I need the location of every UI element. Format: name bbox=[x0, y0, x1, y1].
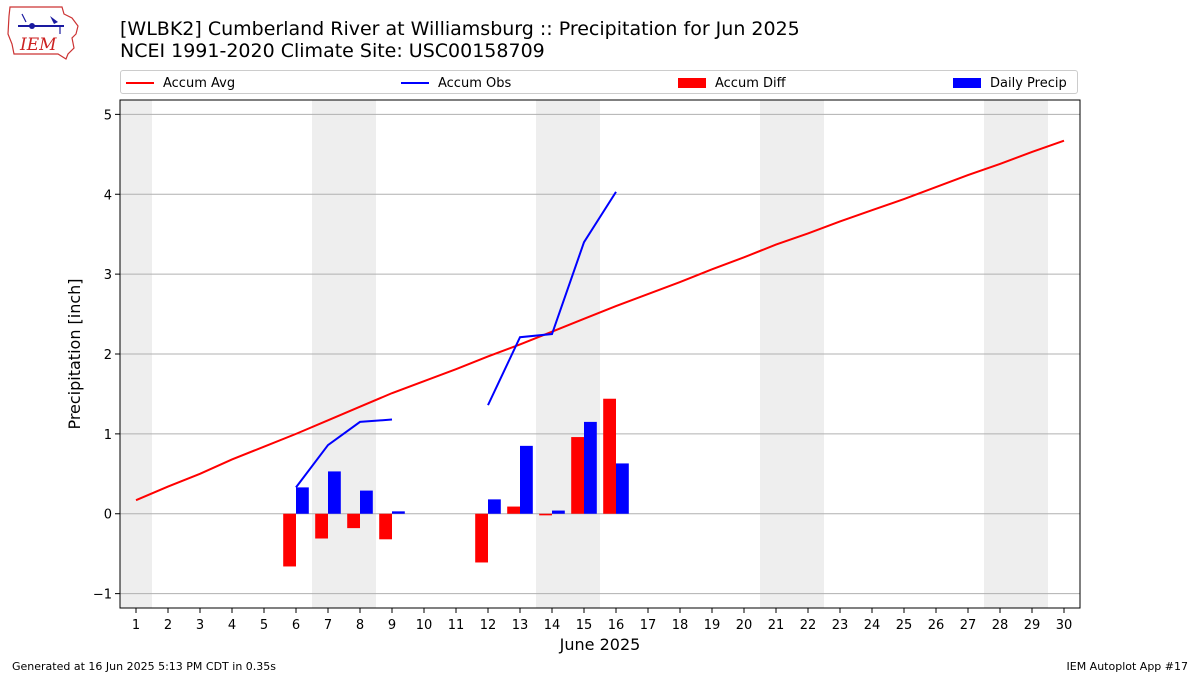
accum-obs-line bbox=[487, 191, 617, 406]
x-tick-label: 11 bbox=[448, 618, 465, 633]
x-tick-label: 25 bbox=[896, 618, 913, 633]
x-tick-label: 24 bbox=[864, 618, 881, 633]
legend-item-daily-precip: Daily Precip bbox=[953, 73, 1067, 93]
x-tick-label: 19 bbox=[704, 618, 721, 633]
footer-generated: Generated at 16 Jun 2025 5:13 PM CDT in … bbox=[12, 660, 277, 673]
daily-precip-bar bbox=[616, 463, 629, 514]
daily-precip-bar bbox=[488, 499, 501, 514]
daily-precip-bar bbox=[328, 471, 341, 514]
x-tick-label: 15 bbox=[576, 618, 593, 633]
x-tick-label: 16 bbox=[608, 618, 625, 633]
x-tick-label: 27 bbox=[960, 618, 977, 633]
x-tick-label: 5 bbox=[260, 618, 268, 633]
daily-precip-bar bbox=[520, 445, 533, 514]
legend-swatch bbox=[678, 78, 706, 88]
logo-text: IEM bbox=[19, 35, 57, 55]
x-tick-label: 30 bbox=[1056, 618, 1073, 633]
x-tick-label: 23 bbox=[832, 618, 849, 633]
accum-diff-bar bbox=[571, 437, 584, 514]
x-tick-label: 18 bbox=[672, 618, 689, 633]
x-tick-label: 2 bbox=[164, 618, 172, 633]
accum-diff-bar bbox=[539, 513, 552, 516]
x-axis-label: June 2025 bbox=[559, 635, 641, 654]
x-tick-label: 20 bbox=[736, 618, 753, 633]
x-tick-label: 6 bbox=[292, 618, 300, 633]
iem-logo: IEM bbox=[7, 6, 79, 60]
legend-item-accum-avg: Accum Avg bbox=[126, 73, 235, 93]
accum-diff-bar bbox=[507, 506, 520, 514]
legend-swatch bbox=[953, 78, 981, 88]
x-tick-label: 14 bbox=[544, 618, 561, 633]
accum-diff-bar bbox=[315, 513, 328, 539]
daily-precip-bar bbox=[296, 487, 309, 514]
legend-label: Daily Precip bbox=[990, 75, 1067, 91]
y-tick-label: 0 bbox=[104, 508, 112, 523]
x-tick-label: 3 bbox=[196, 618, 204, 633]
daily-precip-bar bbox=[392, 511, 405, 514]
x-tick-label: 10 bbox=[416, 618, 433, 633]
x-tick-label: 29 bbox=[1024, 618, 1041, 633]
legend-swatch bbox=[401, 82, 429, 84]
x-tick-label: 13 bbox=[512, 618, 529, 633]
accum-obs-line bbox=[295, 418, 393, 488]
accum-diff-bar bbox=[379, 513, 392, 540]
x-tick-label: 7 bbox=[324, 618, 332, 633]
daily-precip-bar bbox=[552, 510, 565, 514]
legend-swatch bbox=[126, 82, 154, 84]
y-axis-label: Precipitation [inch] bbox=[65, 278, 84, 429]
x-tick-label: 17 bbox=[640, 618, 657, 633]
footer-app: IEM Autoplot App #17 bbox=[1066, 660, 1189, 673]
y-tick-label: 4 bbox=[104, 188, 112, 203]
x-tick-label: 9 bbox=[388, 618, 396, 633]
y-tick-label: −1 bbox=[93, 588, 112, 603]
accum-diff-bar bbox=[347, 513, 360, 529]
x-tick-label: 28 bbox=[992, 618, 1009, 633]
legend-label: Accum Avg bbox=[163, 75, 236, 91]
accum-diff-bar bbox=[475, 513, 488, 563]
legend-label: Accum Diff bbox=[715, 75, 786, 91]
x-tick-label: 1 bbox=[132, 618, 140, 633]
y-tick-label: 1 bbox=[104, 428, 112, 443]
x-tick-label: 26 bbox=[928, 618, 945, 633]
accum-avg-line bbox=[135, 139, 1065, 502]
legend-item-accum-obs: Accum Obs bbox=[401, 73, 511, 93]
x-tick-label: 21 bbox=[768, 618, 785, 633]
y-tick-label: 2 bbox=[104, 348, 112, 363]
daily-precip-bar bbox=[360, 490, 373, 514]
chart-title: [WLBK2] Cumberland River at Williamsburg… bbox=[120, 18, 800, 40]
plot-frame bbox=[119, 99, 1081, 609]
chart-subtitle: NCEI 1991-2020 Climate Site: USC00158709 bbox=[120, 40, 545, 62]
x-tick-label: 8 bbox=[356, 618, 364, 633]
x-tick-label: 4 bbox=[228, 618, 236, 633]
accum-diff-bar bbox=[283, 513, 296, 567]
y-tick-label: 3 bbox=[104, 268, 112, 283]
x-tick-label: 22 bbox=[800, 618, 817, 633]
accum-diff-bar bbox=[603, 398, 616, 514]
y-tick-label: 5 bbox=[104, 108, 112, 123]
legend-label: Accum Obs bbox=[438, 75, 512, 91]
legend: Accum Avg Accum Obs Accum Diff Daily Pre… bbox=[120, 70, 1078, 94]
daily-precip-bar bbox=[584, 421, 597, 514]
legend-item-accum-diff: Accum Diff bbox=[678, 73, 786, 93]
x-tick-label: 12 bbox=[480, 618, 497, 633]
